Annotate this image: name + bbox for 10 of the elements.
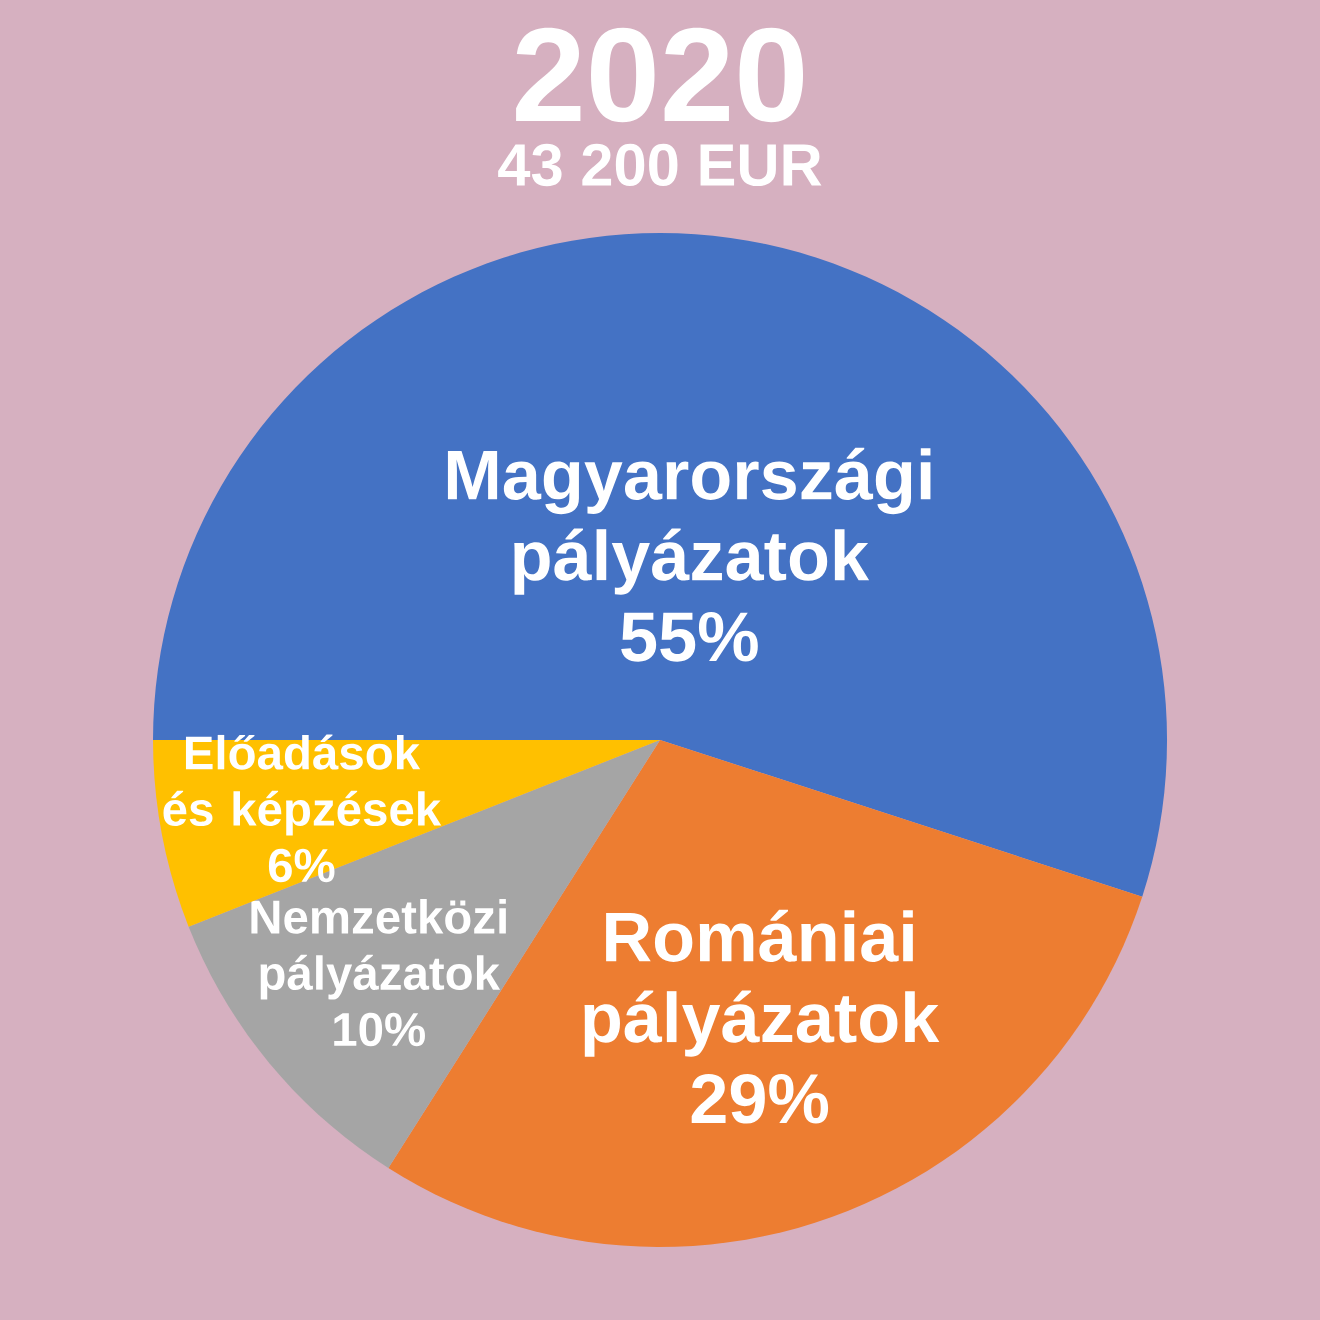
slice-label: Előadások és képzések <box>163 734 442 836</box>
slice-label: Romániai pályázatok <box>584 909 940 1057</box>
data-label: 55% <box>621 612 758 662</box>
data-label: 10% <box>334 1012 425 1047</box>
slice-label: Magyarországi pályázatok <box>447 447 931 595</box>
chart-subtitle: 43 200 EUR <box>498 143 822 187</box>
data-label: 6% <box>268 848 335 883</box>
slice-label: Nemzetközi pályázatok <box>251 899 506 1000</box>
data-label: 29% <box>691 1073 829 1124</box>
chart-title: 2020 <box>516 27 804 123</box>
